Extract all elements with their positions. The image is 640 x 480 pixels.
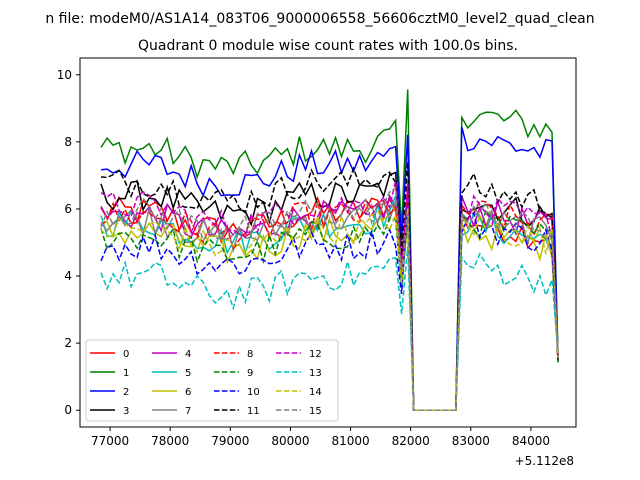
legend-label-3: 3 bbox=[123, 406, 129, 417]
legend-label-8: 8 bbox=[247, 349, 253, 360]
x-tick-label: 78000 bbox=[151, 434, 189, 448]
legend-label-14: 14 bbox=[309, 387, 322, 398]
x-tick-label: 81000 bbox=[331, 434, 369, 448]
x-tick-label: 83000 bbox=[452, 434, 490, 448]
y-tick-label: 10 bbox=[57, 68, 72, 82]
series-line-1 bbox=[100, 89, 559, 411]
x-tick-label: 79000 bbox=[211, 434, 249, 448]
series-line-14 bbox=[100, 208, 559, 411]
y-tick-label: 4 bbox=[64, 269, 72, 283]
x-axis: 77000 78000 79000 80000 81000 82000 83000 84000 bbox=[91, 427, 550, 448]
series-line-8 bbox=[100, 183, 559, 411]
series-layer bbox=[100, 89, 559, 411]
series-line-2 bbox=[100, 126, 559, 411]
legend-label-6: 6 bbox=[185, 387, 191, 398]
legend-label-0: 0 bbox=[123, 349, 129, 360]
x-tick-label: 77000 bbox=[91, 434, 129, 448]
series-line-12 bbox=[100, 180, 559, 411]
legend-label-2: 2 bbox=[123, 387, 129, 398]
series-line-15 bbox=[100, 186, 559, 411]
x-tick-label: 80000 bbox=[271, 434, 309, 448]
legend-label-5: 5 bbox=[185, 368, 191, 379]
legend-label-7: 7 bbox=[185, 406, 191, 417]
y-tick-label: 2 bbox=[64, 336, 72, 350]
legend-label-9: 9 bbox=[247, 368, 253, 379]
series-line-9 bbox=[100, 208, 559, 411]
series-line-6 bbox=[100, 204, 559, 411]
series-line-13 bbox=[100, 246, 559, 411]
legend-label-15: 15 bbox=[309, 406, 322, 417]
y-tick-label: 6 bbox=[64, 202, 72, 216]
x-tick-label: 82000 bbox=[392, 434, 430, 448]
y-tick-label: 0 bbox=[64, 403, 72, 417]
series-line-10 bbox=[100, 202, 559, 411]
legend-box bbox=[85, 339, 339, 422]
x-offset-label: +5.112e8 bbox=[515, 454, 574, 468]
legend-label-11: 11 bbox=[247, 406, 260, 417]
legend-label-12: 12 bbox=[309, 349, 322, 360]
chart-title: Quadrant 0 module wise count rates with … bbox=[138, 38, 518, 54]
legend-label-4: 4 bbox=[185, 349, 191, 360]
y-axis: 0 2 4 6 8 10 bbox=[57, 68, 80, 417]
legend-label-13: 13 bbox=[309, 368, 322, 379]
series-line-11 bbox=[100, 162, 559, 411]
legend-label-10: 10 bbox=[247, 387, 260, 398]
y-tick-label: 8 bbox=[64, 135, 72, 149]
x-tick-label: 84000 bbox=[512, 434, 550, 448]
plot-frame bbox=[79, 57, 577, 428]
figure-title: n file: modeM0/AS1A14_083T06_9000006558_… bbox=[45, 11, 594, 27]
legend-label-1: 1 bbox=[123, 368, 129, 379]
